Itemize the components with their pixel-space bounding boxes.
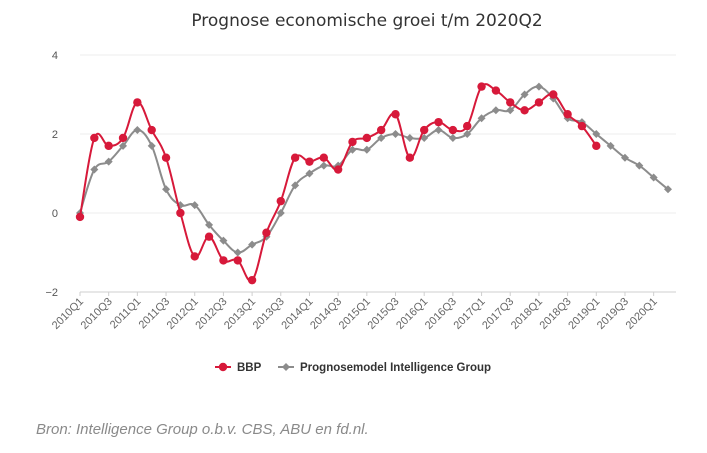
data-point	[606, 141, 615, 150]
data-point	[276, 196, 285, 206]
y-tick-label: 4	[52, 50, 58, 62]
data-point	[333, 165, 343, 174]
x-tick-label: 2020Q1	[624, 296, 660, 332]
data-point	[247, 275, 257, 285]
data-point	[664, 185, 672, 194]
data-point	[133, 126, 142, 135]
series-line	[79, 83, 598, 282]
data-point	[419, 125, 429, 135]
data-point	[434, 126, 443, 135]
data-point	[506, 98, 515, 107]
data-point	[90, 133, 99, 143]
data-point	[620, 153, 629, 162]
y-tick-label: 0	[52, 208, 58, 220]
data-point	[147, 125, 156, 135]
data-point	[635, 161, 644, 170]
data-point	[463, 130, 472, 138]
data-point	[520, 90, 529, 99]
data-point	[391, 110, 400, 119]
data-point	[319, 153, 329, 162]
y-tick-label: 2	[52, 129, 58, 141]
y-tick-label: −2	[45, 287, 58, 299]
data-point	[477, 114, 486, 123]
data-point	[305, 157, 314, 166]
data-point	[147, 141, 156, 150]
data-point	[176, 208, 185, 218]
data-point	[133, 98, 142, 107]
data-point	[649, 173, 658, 182]
legend-marker-circle	[218, 362, 228, 372]
data-point	[362, 133, 372, 143]
data-point	[592, 130, 601, 138]
data-point	[161, 153, 171, 162]
data-point	[233, 248, 242, 257]
data-point	[290, 153, 300, 162]
data-point	[405, 153, 415, 162]
data-point	[592, 141, 601, 151]
data-point	[491, 86, 501, 95]
data-point	[119, 141, 128, 150]
legend-item-bbp[interactable]: BBP	[215, 362, 262, 374]
data-point	[104, 157, 113, 166]
data-point	[362, 145, 371, 154]
chart-title: Prognose economische groei t/m 2020Q2	[191, 11, 542, 31]
data-point	[205, 220, 214, 229]
data-point	[219, 236, 228, 245]
data-point	[348, 145, 357, 154]
data-point	[376, 125, 386, 135]
series-prognosemodel	[76, 82, 672, 257]
data-point	[377, 133, 386, 142]
data-point	[162, 185, 171, 194]
data-point	[204, 232, 214, 241]
data-point	[577, 121, 587, 131]
data-point	[90, 165, 99, 174]
data-point	[448, 133, 457, 142]
data-point	[563, 110, 572, 119]
data-point	[190, 252, 199, 261]
data-point	[448, 125, 458, 135]
data-point	[319, 161, 328, 170]
data-point	[219, 256, 228, 265]
data-point	[534, 98, 544, 107]
x-tick-label: 2011Q1	[108, 296, 144, 332]
data-point	[477, 82, 486, 91]
data-point	[491, 106, 500, 115]
data-point	[75, 212, 85, 222]
y-axis-ticks: −2 0 2 4	[45, 50, 58, 299]
series-layer	[75, 82, 672, 285]
data-point	[262, 228, 271, 237]
legend-label: BBP	[237, 362, 262, 374]
source-note: Bron: Intelligence Group o.b.v. CBS, ABU…	[36, 421, 369, 438]
data-point	[534, 82, 543, 91]
data-point	[291, 181, 300, 190]
data-point	[305, 169, 314, 178]
series-line	[79, 85, 669, 254]
data-point	[248, 240, 257, 249]
series-bbp	[75, 82, 601, 285]
data-point	[405, 133, 414, 142]
x-axis: 2010Q12010Q32011Q12011Q32012Q12012Q32013…	[50, 292, 660, 332]
data-point	[434, 117, 443, 127]
data-point	[233, 256, 242, 265]
data-point	[276, 209, 285, 217]
data-point	[190, 201, 199, 210]
grid-lines	[80, 54, 676, 293]
legend-label: Prognosemodel Intelligence Group	[300, 362, 491, 374]
legend[interactable]: BBP Prognosemodel Intelligence Group	[215, 362, 491, 374]
x-tick-label: 2010Q3	[79, 296, 115, 332]
legend-item-prognosemodel[interactable]: Prognosemodel Intelligence Group	[278, 362, 491, 374]
data-point	[104, 141, 113, 151]
data-point	[506, 106, 515, 115]
data-point	[520, 106, 529, 115]
legend-marker-diamond	[282, 363, 290, 371]
data-point	[118, 133, 128, 143]
data-point	[348, 137, 357, 147]
data-point	[391, 130, 400, 138]
data-point	[463, 121, 472, 131]
data-point	[549, 90, 558, 99]
